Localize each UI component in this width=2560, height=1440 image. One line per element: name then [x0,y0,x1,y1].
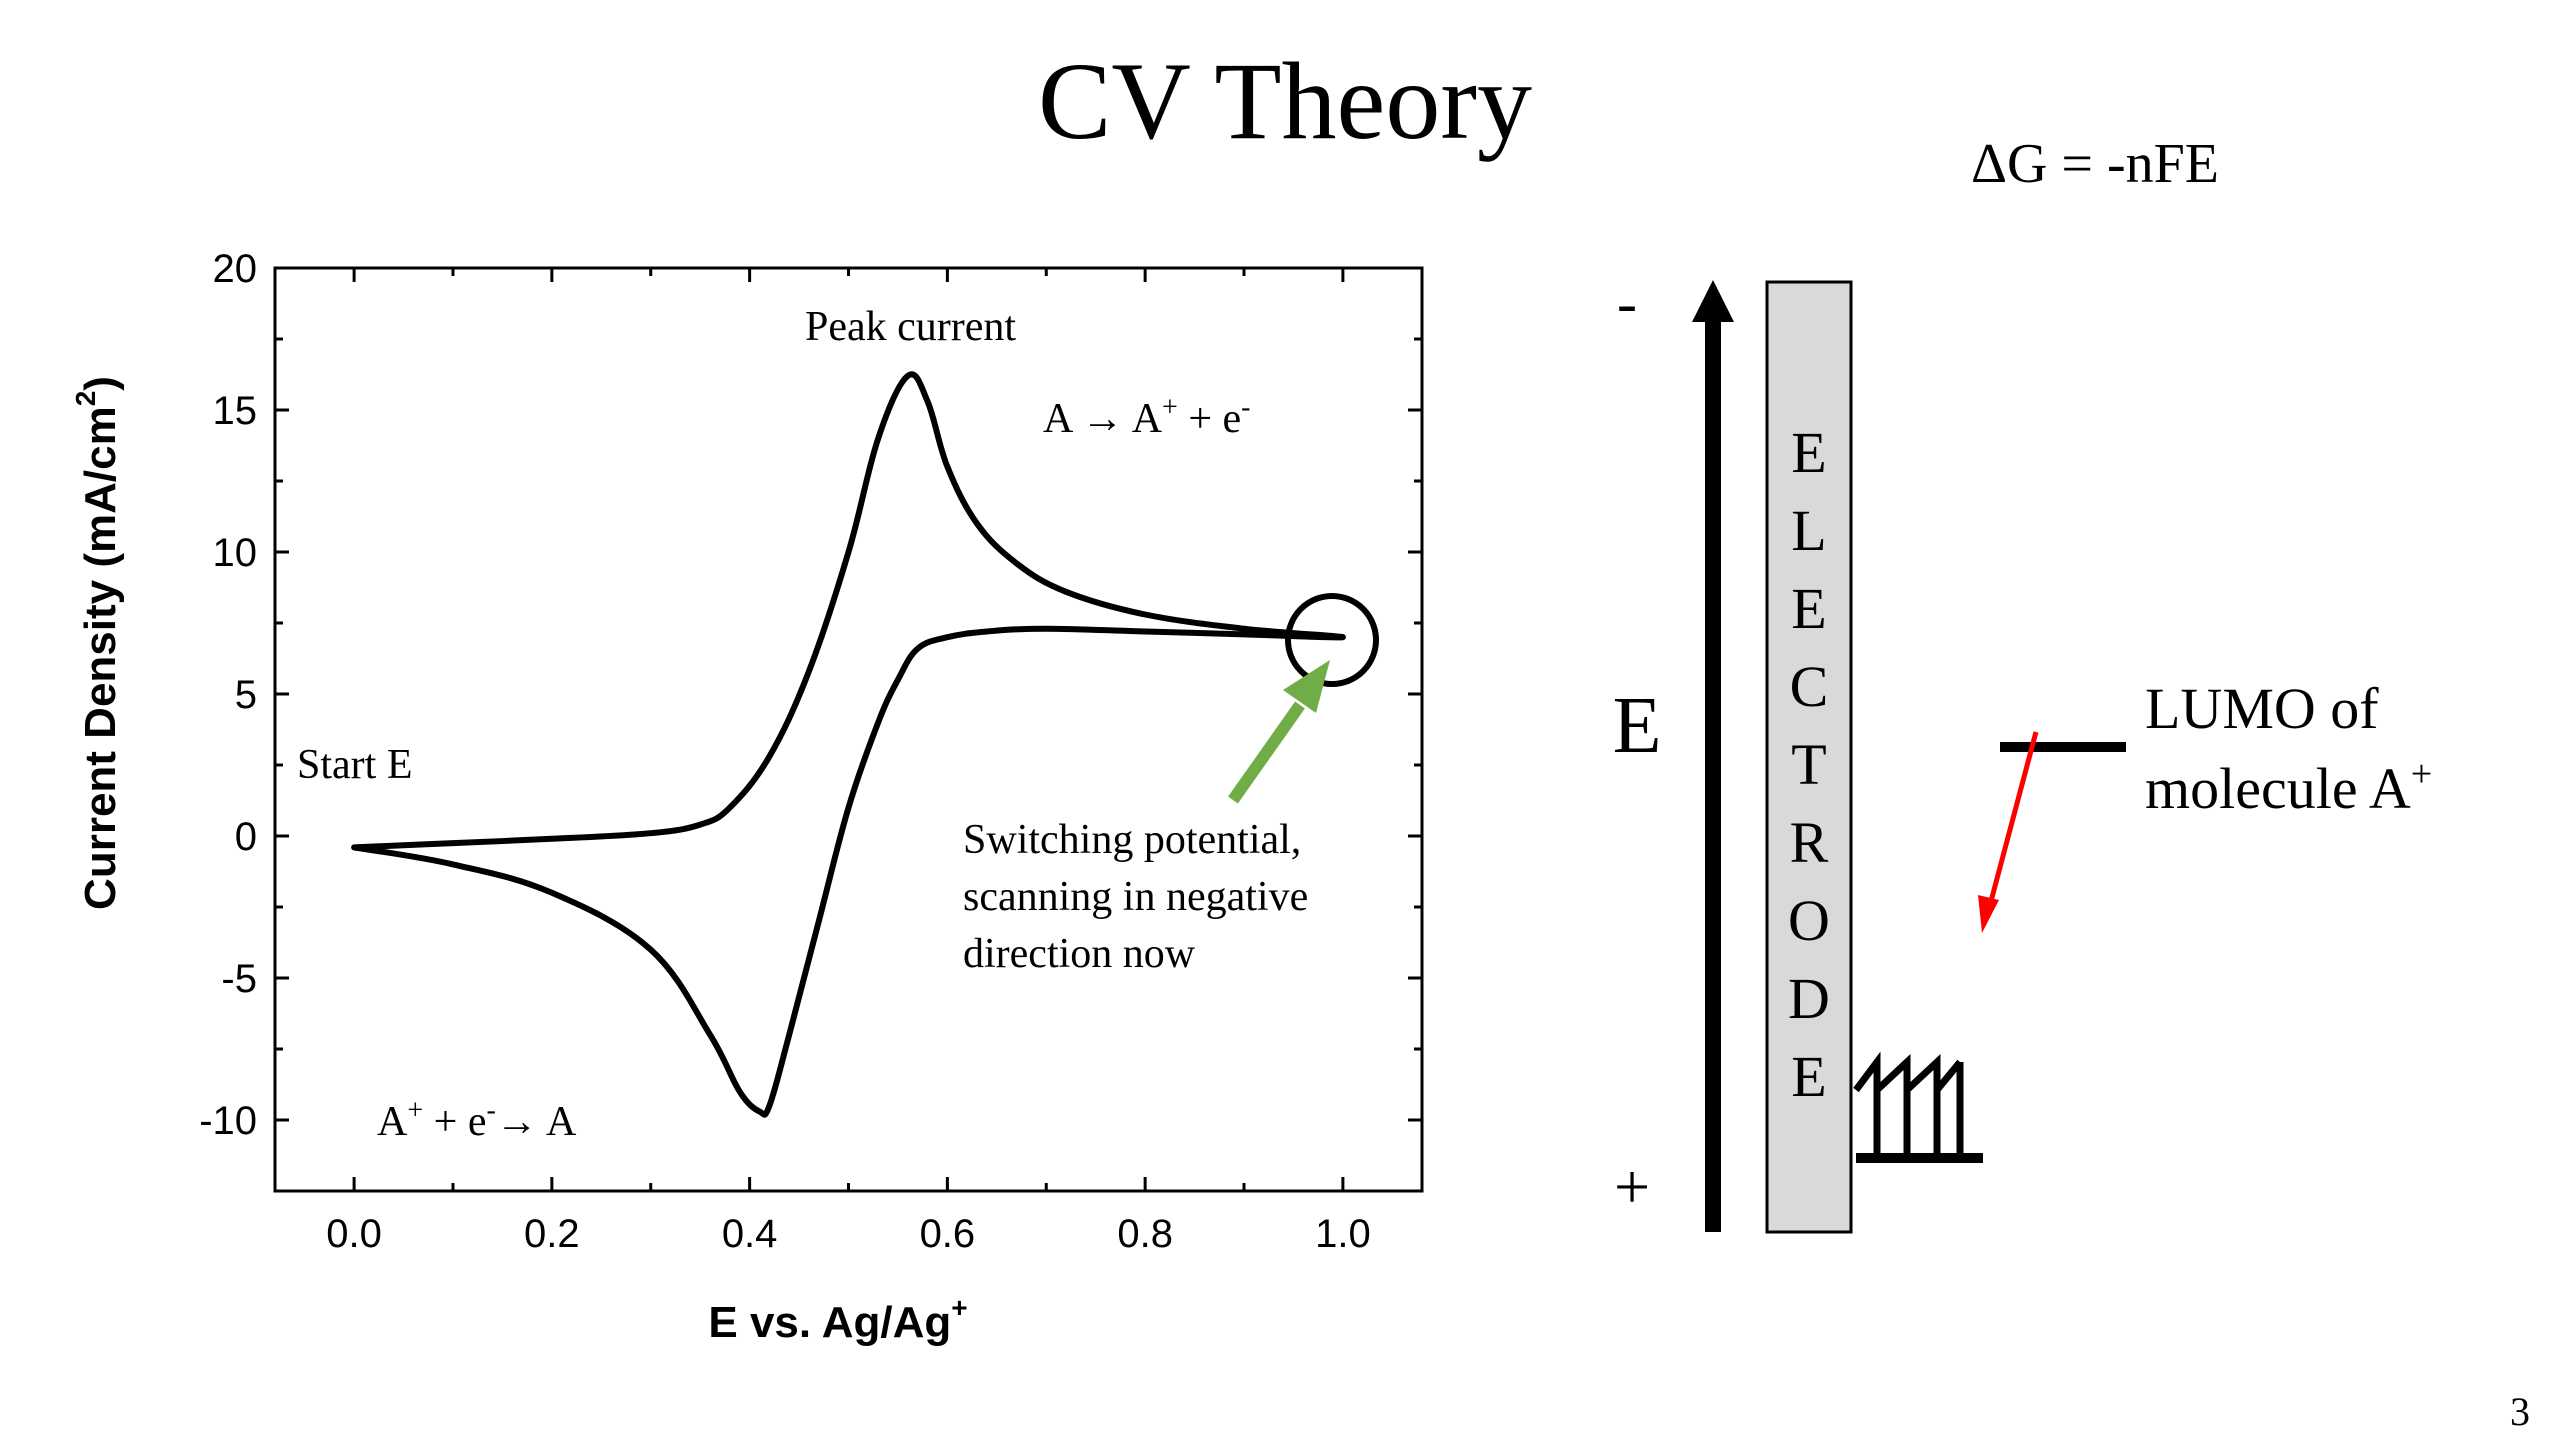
y-tick-label: -10 [199,1099,257,1143]
switching-note-line-3: direction now [963,931,1196,977]
y-axis-label: Current Density (mA/cm2) [70,376,125,910]
x-axis-label: E vs. Ag/Ag+ [708,1292,967,1347]
y-tick-label: 10 [213,531,258,575]
cv-curve-series [351,371,1346,1118]
electrode-bar [1765,280,1853,1234]
fermi-level-filled-states [1853,1051,1983,1163]
switching-note-line-2: scanning in negative [963,874,1308,920]
start-e-label: Start E [297,742,412,788]
page-number: 3 [2510,1389,2530,1434]
x-tick-label: 0.6 [920,1212,976,1256]
switching-pointer-arrow [1228,660,1330,804]
y-tick-labels: -10 -5 0 5 10 15 20 [199,247,257,1143]
electrode-letter: E [1791,576,1826,641]
potential-axis-arrow [1692,280,1734,1232]
positive-potential-label: + [1614,1151,1650,1222]
y-tick-label: 0 [235,815,257,859]
peak-current-label: Peak current [805,304,1016,350]
electrode-letter: E [1791,420,1826,485]
electrode-letter: R [1790,810,1829,875]
negative-potential-label: - [1617,270,1637,336]
switching-point-circle [1285,593,1379,687]
switching-note-line-1: Switching potential, [963,817,1301,863]
oxidation-reaction-label: A → A+ + e- [1043,392,1250,442]
delta-g-equation: ΔG = -nFE [1971,133,2219,195]
cv-chart: 0.0 0.2 0.4 0.6 0.8 1.0 -10 -5 0 5 10 15 20 E vs. A… [70,247,1424,1347]
tick-marks [275,266,1422,1193]
electrode-letter: E [1791,1044,1826,1109]
electrode-letter: L [1791,498,1826,563]
y-tick-label: 20 [213,247,258,291]
electron-transfer-arrow [1978,731,2039,933]
reduction-reaction-label: A+ + e-→ A [377,1095,577,1145]
x-tick-label: 1.0 [1315,1212,1371,1256]
x-tick-label: 0.4 [722,1212,778,1256]
x-tick-labels: 0.0 0.2 0.4 0.6 0.8 1.0 [326,1212,1370,1256]
electrode-letter: O [1788,888,1830,953]
lumo-label-line-1: LUMO of [2145,676,2379,741]
x-tick-label: 0.0 [326,1212,382,1256]
x-tick-label: 0.2 [524,1212,580,1256]
electrode-letter: T [1791,732,1826,797]
slide-title: CV Theory [1038,40,1532,162]
y-tick-label: 15 [213,389,258,433]
y-tick-label: -5 [221,957,257,1001]
x-tick-label: 0.8 [1117,1212,1173,1256]
lumo-label-line-2: molecule A+ [2145,753,2432,821]
switching-potential-note: Switching potential, scanning in negativ… [963,817,1308,977]
electrode-letter: C [1790,654,1829,719]
potential-axis-label: E [1613,682,1662,770]
electrode-letter: D [1788,966,1830,1031]
y-tick-label: 5 [235,673,257,717]
